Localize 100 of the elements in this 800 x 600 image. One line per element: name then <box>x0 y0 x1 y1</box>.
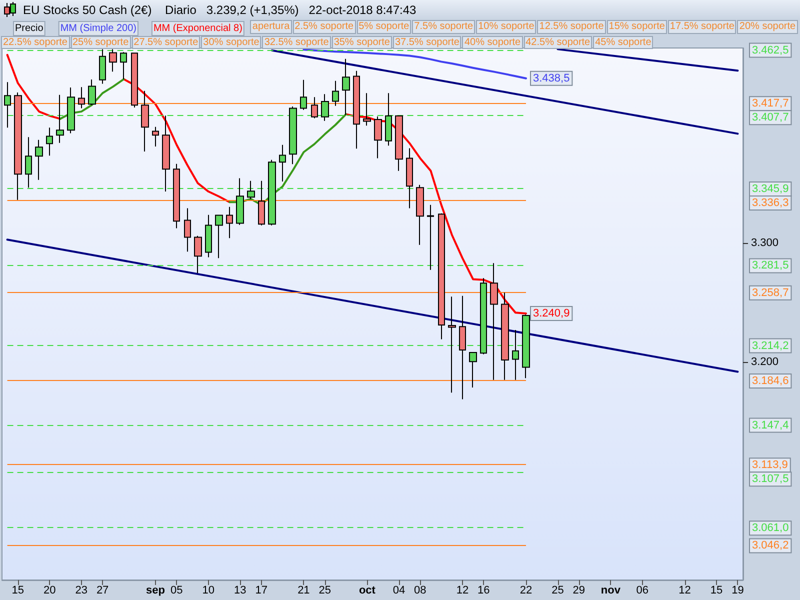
candlestick <box>67 87 75 134</box>
candlestick <box>448 296 456 394</box>
candlestick <box>162 115 170 192</box>
x-tick-label: 27 <box>96 584 109 596</box>
y-tick-label: 3.200 <box>751 356 779 368</box>
text: 10% soporte <box>476 20 536 34</box>
candlestick <box>279 144 286 182</box>
text: 15% soporte <box>606 20 667 34</box>
text: 25% soporte <box>70 36 131 49</box>
chart-title: EU Stocks 50 Cash (2€) <box>23 3 152 17</box>
text: 30% soporte <box>201 36 262 49</box>
candlestick <box>469 352 477 388</box>
candlestick <box>416 184 424 246</box>
x-tick-label: 13 <box>234 584 246 596</box>
ref-line-label: 3.147,4 <box>752 419 789 432</box>
text: 7.5% soporte <box>412 20 476 34</box>
candlestick <box>120 52 127 80</box>
candlestick <box>353 70 360 150</box>
x-tick-label: 08 <box>414 584 426 596</box>
ref-line-label: 3.046,2 <box>752 540 789 552</box>
candlestick <box>342 58 350 116</box>
ref-line-label: 3.345,9 <box>752 183 789 196</box>
candlestick <box>25 136 32 188</box>
x-tick-label: oct <box>358 584 376 596</box>
ref-line-label: 3.214,2 <box>752 340 789 352</box>
candlestick <box>88 79 96 106</box>
ref-line-label: 3.113,9 <box>752 459 788 472</box>
legend-label: Precio <box>15 23 44 34</box>
candlestick <box>141 90 149 152</box>
candlestick <box>427 204 434 270</box>
candlestick <box>332 80 339 106</box>
candlestick <box>109 48 117 72</box>
x-tick-label: 29 <box>572 584 586 596</box>
text: 12.5% soporte <box>537 20 606 34</box>
candlestick <box>300 79 307 110</box>
text: MM (Exponencial 8) <box>153 23 242 34</box>
candlestick <box>406 148 413 209</box>
x-tick-label: 10 <box>202 584 215 596</box>
candlestick <box>522 314 530 379</box>
line-series <box>302 48 527 80</box>
text: 37.5% soporte <box>392 36 462 49</box>
candlestick <box>480 278 487 355</box>
ref-line-label: 3.417,7 <box>752 98 789 110</box>
x-tick-label: 16 <box>478 584 490 596</box>
text: 35% soporte <box>332 36 392 49</box>
x-tick-label: 25 <box>318 584 331 596</box>
candlestick <box>35 139 43 180</box>
candlestick <box>490 262 498 380</box>
candlestick <box>4 82 11 128</box>
ref-line-label: 3.336,3 <box>752 197 789 210</box>
x-tick-label: 17 <box>255 584 268 596</box>
text: 20% soporte <box>737 20 798 34</box>
x-tick-label: nov <box>600 584 622 596</box>
ref-line-label: 3.258,7 <box>752 286 789 299</box>
candlestick <box>194 235 202 274</box>
y-tick-label: 3.300 <box>751 237 779 250</box>
x-tick-label: 15 <box>12 584 24 596</box>
text: 5% soporte <box>356 20 412 34</box>
x-tick-label: 23 <box>75 584 88 596</box>
text: 32.5% soporte <box>262 36 331 49</box>
ref-line-label: 3.061,0 <box>752 522 789 534</box>
text: 40% soporte <box>462 36 523 49</box>
text: 27.5% soporte <box>132 36 200 49</box>
x-tick-label: 12 <box>456 584 469 596</box>
candlestick <box>501 292 509 380</box>
candlestick <box>236 178 244 226</box>
x-tick-label: 05 <box>170 584 183 596</box>
ref-line-label: 3.281,5 <box>752 260 789 272</box>
text: 22.5% soporte <box>1 36 70 49</box>
x-tick-label: 06 <box>636 584 649 596</box>
candlestick <box>374 116 382 159</box>
candlestick <box>226 206 233 239</box>
candlestick <box>363 92 371 126</box>
candlestick <box>215 214 223 259</box>
x-tick-label: 20 <box>44 584 56 596</box>
ref-line-label: 3.184,6 <box>752 375 789 388</box>
candlestick <box>311 96 318 119</box>
x-tick-label: 04 <box>392 584 406 596</box>
x-tick-label: 21 <box>298 584 310 596</box>
candlestick <box>56 94 64 144</box>
ref-line-label: 3.407,7 <box>752 112 789 124</box>
candlestick <box>268 159 276 226</box>
candlestick <box>14 92 22 200</box>
candlestick <box>78 86 85 109</box>
candlestick <box>512 329 519 380</box>
candlestick <box>321 94 329 122</box>
ref-line-label: 3.107,5 <box>752 473 789 486</box>
candlestick <box>131 52 138 108</box>
candlestick <box>438 212 445 340</box>
candlestick <box>205 214 212 258</box>
candlestick <box>173 163 180 229</box>
candlestick <box>46 127 53 156</box>
text: 17.5% soporte <box>668 20 736 34</box>
candlestick <box>289 106 297 165</box>
text: MM (Simple 200) <box>60 23 136 34</box>
candlestick <box>258 180 265 226</box>
x-tick-label: 22 <box>520 584 532 596</box>
x-tick-label: 25 <box>552 584 564 596</box>
x-tick-label: sep <box>146 584 166 596</box>
text: 45% soporte <box>593 36 654 49</box>
